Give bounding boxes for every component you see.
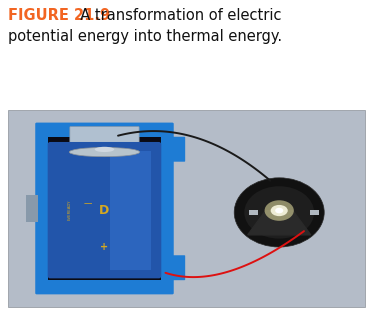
Text: A transformation of electric: A transformation of electric (71, 8, 281, 23)
Ellipse shape (234, 178, 324, 247)
FancyBboxPatch shape (70, 126, 139, 145)
Ellipse shape (69, 148, 140, 157)
Text: +: + (100, 242, 109, 252)
FancyBboxPatch shape (170, 137, 185, 162)
Text: FIGURE 21.9: FIGURE 21.9 (8, 8, 110, 23)
Bar (48, 256, 162, 280)
Ellipse shape (95, 147, 114, 152)
Text: —: — (84, 199, 93, 208)
Text: EVEREADY: EVEREADY (68, 200, 72, 220)
Text: potential energy into thermal energy.: potential energy into thermal energy. (8, 29, 282, 44)
Ellipse shape (244, 186, 314, 239)
Bar (110, 151, 151, 270)
Ellipse shape (271, 205, 288, 216)
Bar (8, 110, 365, 307)
Bar (249, 210, 257, 215)
Bar (310, 210, 319, 215)
Ellipse shape (275, 208, 283, 213)
Polygon shape (248, 210, 311, 235)
FancyBboxPatch shape (48, 142, 161, 278)
Text: D: D (99, 204, 110, 217)
Ellipse shape (264, 200, 294, 221)
FancyBboxPatch shape (170, 255, 185, 280)
Bar (48, 137, 162, 161)
Bar (26, 195, 38, 222)
FancyBboxPatch shape (35, 122, 174, 294)
